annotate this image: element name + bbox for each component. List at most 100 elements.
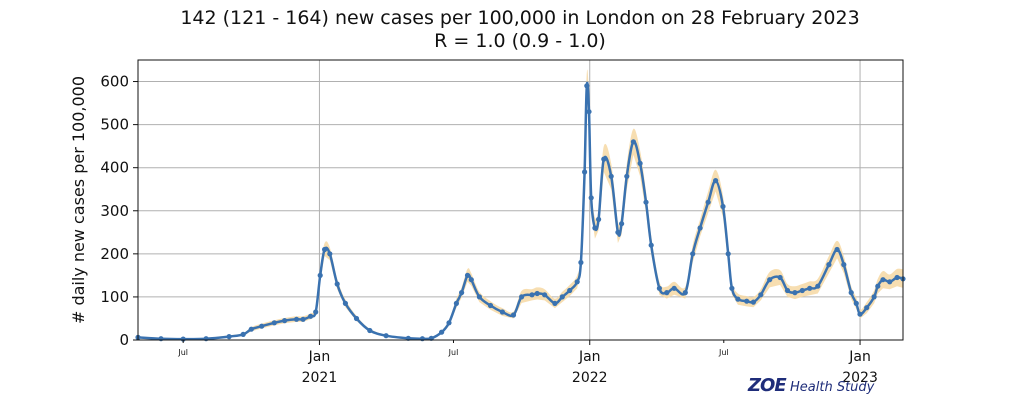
data-point <box>464 272 471 278</box>
brand-logo-text: ZOE <box>747 375 787 396</box>
data-point <box>334 281 340 287</box>
y-axis-label: # daily new cases per 100,000 <box>69 76 88 324</box>
x-minor-tick-label: Jul <box>718 348 729 357</box>
data-point <box>578 259 584 266</box>
plot-frame <box>137 59 904 341</box>
data-point <box>259 323 265 329</box>
data-point <box>671 285 677 291</box>
brand-suffix: Health Study <box>790 380 875 395</box>
data-point <box>439 329 445 335</box>
x-minor-tick-label: Jul <box>177 348 188 357</box>
data-point <box>608 173 614 179</box>
data-point <box>637 160 643 166</box>
data-point <box>857 311 863 317</box>
data-point <box>519 294 525 300</box>
data-point <box>697 225 703 231</box>
data-point <box>744 298 750 304</box>
data-point <box>619 221 625 227</box>
data-point <box>799 287 805 294</box>
data-point <box>453 300 459 306</box>
data-point <box>419 336 425 342</box>
data-point <box>705 199 711 205</box>
data-point <box>894 274 900 281</box>
x-tick-year-label: 2021 <box>302 370 338 386</box>
cases-line <box>137 81 904 341</box>
data-point <box>317 272 323 278</box>
data-point <box>293 316 300 322</box>
data-point <box>887 279 893 285</box>
data-point <box>725 251 731 257</box>
x-tick-year-label: 2023 <box>842 370 878 386</box>
x-axis-ticks: Jan 2021 Jan 2022 Jan 2023 Jul Jul Jul <box>177 340 878 386</box>
x-tick-month-label: Jan <box>578 349 601 365</box>
data-point <box>875 283 881 289</box>
data-point <box>586 109 592 115</box>
x-tick-month-label: Jan <box>308 349 331 365</box>
data-point <box>313 309 319 315</box>
data-point <box>630 139 637 145</box>
data-point <box>834 246 840 253</box>
data-point <box>300 316 306 322</box>
data-point <box>826 262 832 268</box>
data-point <box>841 262 847 268</box>
data-point <box>248 326 254 332</box>
data-point <box>690 251 696 257</box>
data-point <box>777 274 783 281</box>
y-tick-label: 600 <box>100 73 129 91</box>
data-point <box>383 333 389 339</box>
data-point <box>815 283 821 289</box>
data-point <box>367 327 373 334</box>
data-point <box>158 336 164 342</box>
data-point <box>534 290 540 297</box>
data-point <box>446 320 452 326</box>
x-tick-year-label: 2022 <box>572 370 608 386</box>
data-point <box>871 294 877 300</box>
x-tick-month-label: Jan <box>848 349 871 365</box>
data-point <box>574 279 580 285</box>
data-point <box>848 290 854 296</box>
y-tick-label: 400 <box>100 159 129 177</box>
data-point <box>327 251 333 257</box>
data-point <box>584 83 590 89</box>
data-point <box>853 300 859 306</box>
data-point <box>542 292 548 298</box>
y-tick-label: 0 <box>119 331 129 349</box>
data-point <box>353 315 360 322</box>
data-point <box>582 169 588 175</box>
data-point <box>735 296 741 302</box>
data-point <box>713 178 719 184</box>
y-tick-label: 200 <box>100 245 129 263</box>
y-tick-label: 300 <box>100 202 129 220</box>
data-point <box>880 277 886 283</box>
data-point <box>643 199 649 205</box>
data-point <box>750 299 757 305</box>
data-point <box>308 313 314 319</box>
data-point <box>499 309 505 315</box>
data-point <box>758 292 764 298</box>
zoe-health-study-logo: ZOE Health Study <box>747 375 875 396</box>
data-point <box>864 305 870 311</box>
data-point <box>203 336 209 342</box>
data-point <box>592 225 598 231</box>
data-point <box>487 302 494 309</box>
data-point <box>226 334 232 340</box>
chart-title: 142 (121 - 164) new cases per 100,000 in… <box>180 7 859 29</box>
data-point <box>664 290 670 296</box>
data-point <box>240 331 246 337</box>
data-point <box>807 285 813 291</box>
data-point <box>552 300 558 306</box>
data-point <box>342 300 348 306</box>
data-point <box>656 285 663 291</box>
data-point <box>322 246 328 253</box>
data-point <box>588 195 594 201</box>
data-point <box>282 318 288 324</box>
y-tick-label: 500 <box>100 116 129 134</box>
data-point <box>567 287 573 294</box>
data-points <box>135 83 906 342</box>
data-point <box>468 277 474 283</box>
data-point <box>459 290 465 296</box>
chart-subtitle: R = 1.0 (0.9 - 1.0) <box>434 30 606 52</box>
data-point <box>476 294 482 300</box>
data-point <box>624 173 630 179</box>
